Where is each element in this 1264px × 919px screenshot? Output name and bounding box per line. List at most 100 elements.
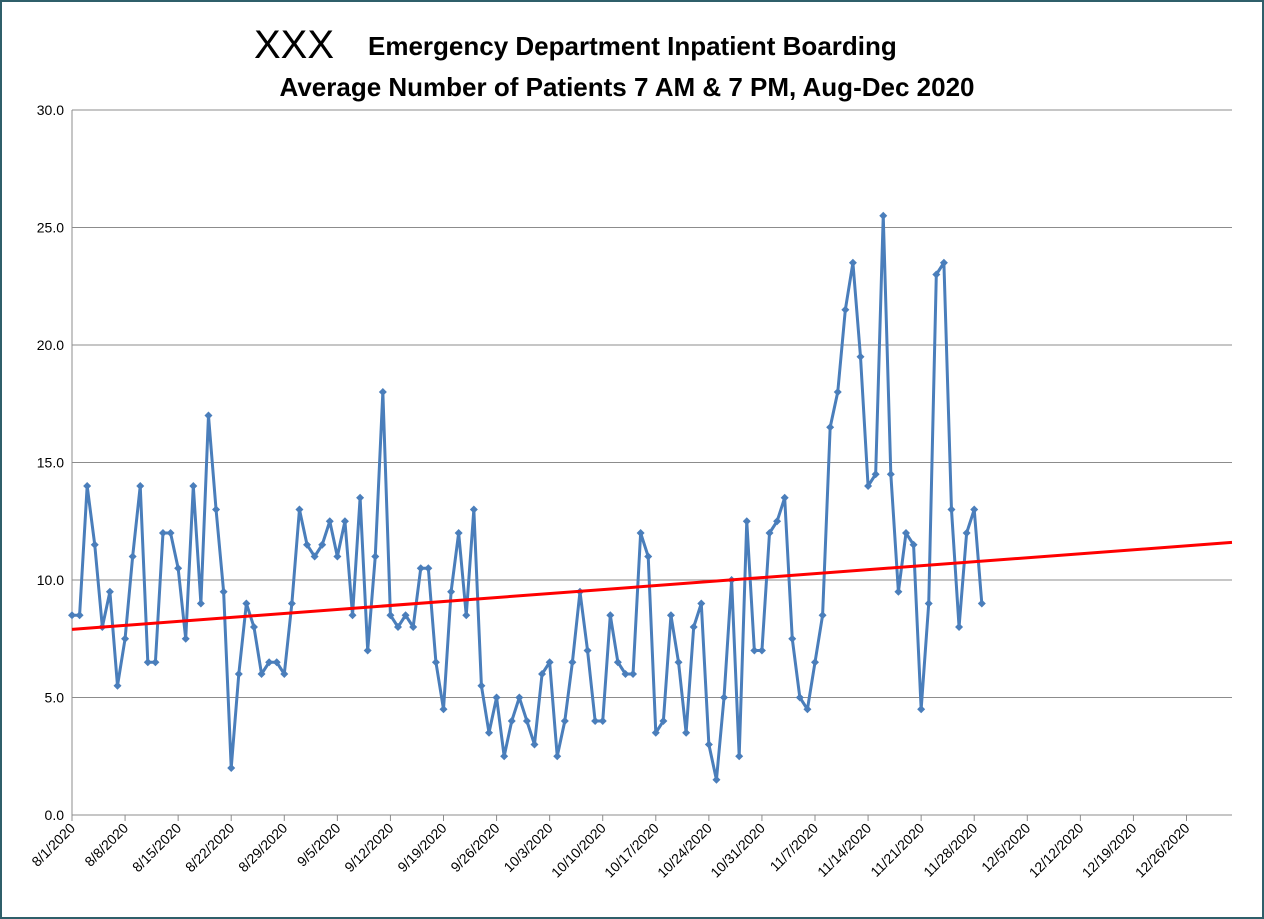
data-point xyxy=(507,717,516,725)
data-point xyxy=(704,740,713,749)
data-point xyxy=(454,529,463,537)
data-point xyxy=(788,634,797,643)
data-point xyxy=(939,258,948,267)
y-tick-label: 20.0 xyxy=(37,337,64,353)
data-point xyxy=(833,388,842,396)
data-point xyxy=(477,681,486,690)
data-point xyxy=(970,505,979,514)
data-point xyxy=(310,552,319,561)
data-point xyxy=(538,670,547,678)
data-point xyxy=(386,611,395,620)
data-point xyxy=(735,752,744,761)
data-point xyxy=(598,717,607,725)
data-point xyxy=(924,599,933,608)
data-point xyxy=(864,482,873,490)
data-point xyxy=(424,564,433,573)
data-point xyxy=(530,740,539,749)
data-point xyxy=(295,505,304,514)
data-point xyxy=(848,258,857,267)
y-tick-label: 0.0 xyxy=(45,807,65,823)
data-point xyxy=(932,270,941,279)
data-point xyxy=(371,552,380,561)
data-point xyxy=(219,587,228,596)
data-point xyxy=(901,529,910,537)
data-point xyxy=(955,623,964,631)
data-point xyxy=(500,752,509,761)
data-point xyxy=(742,517,751,526)
data-point xyxy=(447,587,456,596)
data-point xyxy=(318,540,327,549)
data-point xyxy=(613,658,622,667)
data-point xyxy=(280,670,289,678)
data-point xyxy=(606,611,615,620)
data-point xyxy=(257,670,266,678)
data-point xyxy=(143,658,152,667)
data-point xyxy=(750,646,759,655)
data-point xyxy=(720,693,729,702)
data-point xyxy=(894,587,903,596)
data-point xyxy=(265,658,274,667)
data-point xyxy=(348,611,357,620)
data-point xyxy=(682,728,691,737)
data-point xyxy=(166,529,175,537)
y-tick-label: 10.0 xyxy=(37,572,64,588)
data-point xyxy=(659,717,668,725)
data-point xyxy=(629,670,638,678)
data-point xyxy=(621,670,630,678)
data-point xyxy=(204,411,213,420)
data-point xyxy=(818,611,827,620)
data-point xyxy=(90,540,99,549)
data-point xyxy=(174,564,183,573)
data-point xyxy=(644,552,653,561)
data-point xyxy=(401,611,410,620)
data-point xyxy=(545,658,554,667)
data-point xyxy=(378,388,387,396)
data-point xyxy=(325,517,334,526)
data-point xyxy=(841,305,850,314)
data-point xyxy=(121,634,130,643)
data-point xyxy=(242,599,251,608)
data-point xyxy=(234,670,243,678)
data-point xyxy=(416,564,425,573)
data-point xyxy=(151,658,160,667)
data-point xyxy=(212,505,221,514)
data-point xyxy=(886,470,895,479)
data-point xyxy=(803,705,812,714)
data-point xyxy=(811,658,820,667)
chart-title: Emergency Department Inpatient Boarding xyxy=(368,31,897,61)
data-point xyxy=(75,611,84,620)
chart-subtitle: Average Number of Patients 7 AM & 7 PM, … xyxy=(280,72,975,102)
data-point xyxy=(826,423,835,432)
data-point xyxy=(484,728,493,737)
data-point xyxy=(871,470,880,479)
data-point xyxy=(977,599,986,608)
data-point xyxy=(469,505,478,514)
data-point xyxy=(492,693,501,702)
data-point xyxy=(636,529,645,537)
data-point xyxy=(795,693,804,702)
data-point xyxy=(765,529,774,537)
data-point xyxy=(689,623,698,631)
y-tick-label: 25.0 xyxy=(37,220,64,236)
data-point xyxy=(431,658,440,667)
data-point xyxy=(287,599,296,608)
y-tick-label: 15.0 xyxy=(37,455,64,471)
data-point xyxy=(947,505,956,514)
data-point xyxy=(189,482,198,490)
data-point xyxy=(856,352,865,361)
trend-line xyxy=(71,540,1233,631)
data-point xyxy=(128,552,137,561)
data-point xyxy=(136,482,145,490)
data-point xyxy=(591,717,600,725)
data-point xyxy=(227,764,236,772)
y-tick-label: 30.0 xyxy=(37,102,64,118)
data-point xyxy=(879,211,888,220)
data-point xyxy=(583,646,592,655)
data-point xyxy=(773,517,782,526)
data-point xyxy=(674,658,683,667)
data-point xyxy=(962,529,971,537)
data-point xyxy=(83,482,92,490)
data-point xyxy=(409,623,418,631)
